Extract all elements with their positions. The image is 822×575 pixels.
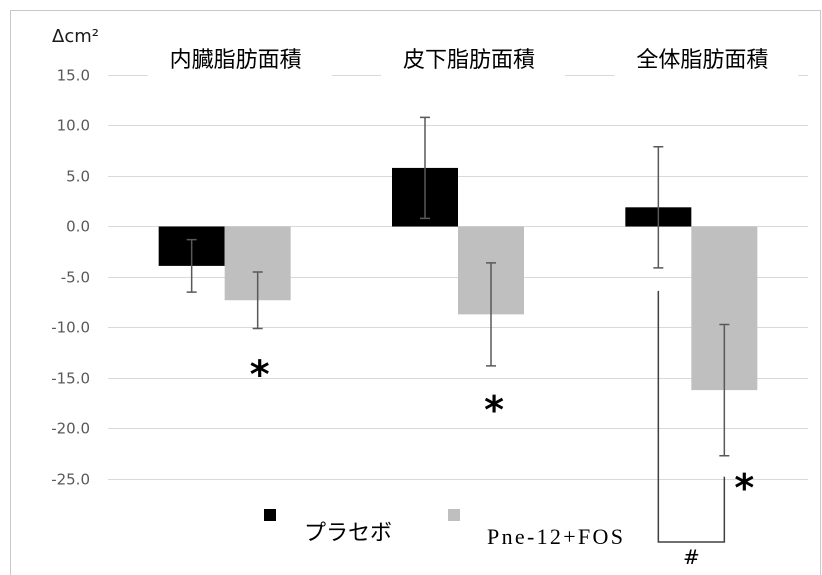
error-bars <box>186 116 730 457</box>
y-tick-label: 0.0 <box>66 218 90 236</box>
y-tick-label: -25.0 <box>51 471 90 489</box>
error-bar <box>186 238 197 293</box>
category-label: 皮下脂肪面積 <box>403 48 535 73</box>
comparison-brackets: # <box>657 290 726 569</box>
y-tick-label: 15.0 <box>57 67 90 85</box>
y-tick-label: 10.0 <box>57 117 90 135</box>
category-label-background <box>381 40 565 82</box>
error-bar <box>653 145 664 269</box>
y-axis-tick-labels: 15.0 10.0 5.0 0.0 -5.0 -10.0 -15.0 -20.0 -25.0 <box>51 67 90 489</box>
legend-item-pne: Pne-12+FOS <box>448 509 623 549</box>
y-tick-label: -5.0 <box>61 269 90 287</box>
y-tick-label: -20.0 <box>51 420 90 438</box>
significance-marker: * <box>250 353 270 397</box>
error-bar <box>252 271 263 330</box>
error-bar <box>420 116 430 220</box>
legend-label-pne: Pne-12+FOS <box>487 524 623 549</box>
category-label-background <box>614 40 799 82</box>
legend-swatch-placebo <box>264 509 276 521</box>
comparison-bracket <box>657 290 726 543</box>
y-tick-label: -15.0 <box>51 370 90 388</box>
y-axis-label: Δcm² <box>52 26 99 47</box>
significance-marker: * <box>484 388 504 432</box>
y-tick-label: 5.0 <box>66 168 90 186</box>
error-bar <box>486 262 496 367</box>
legend-swatch-pne <box>448 509 460 521</box>
bars <box>158 167 758 391</box>
category-label-background <box>147 40 332 82</box>
error-bar <box>719 323 730 457</box>
category-label: 内臓脂肪面積 <box>170 48 302 73</box>
legend-label-placebo: プラセボ <box>304 521 392 546</box>
significance-marker: * <box>734 466 754 510</box>
y-tick-label: -10.0 <box>51 319 90 337</box>
chart-frame <box>10 10 821 575</box>
significance-markers: * * * <box>250 353 755 510</box>
comparison-label: # <box>683 545 700 569</box>
category-labels: 内臓脂肪面積 皮下脂肪面積 全体脂肪面積 <box>147 40 799 82</box>
category-label: 全体脂肪面積 <box>636 48 768 73</box>
legend-item-placebo: プラセボ <box>264 509 392 546</box>
legend: プラセボ Pne-12+FOS <box>264 509 623 549</box>
